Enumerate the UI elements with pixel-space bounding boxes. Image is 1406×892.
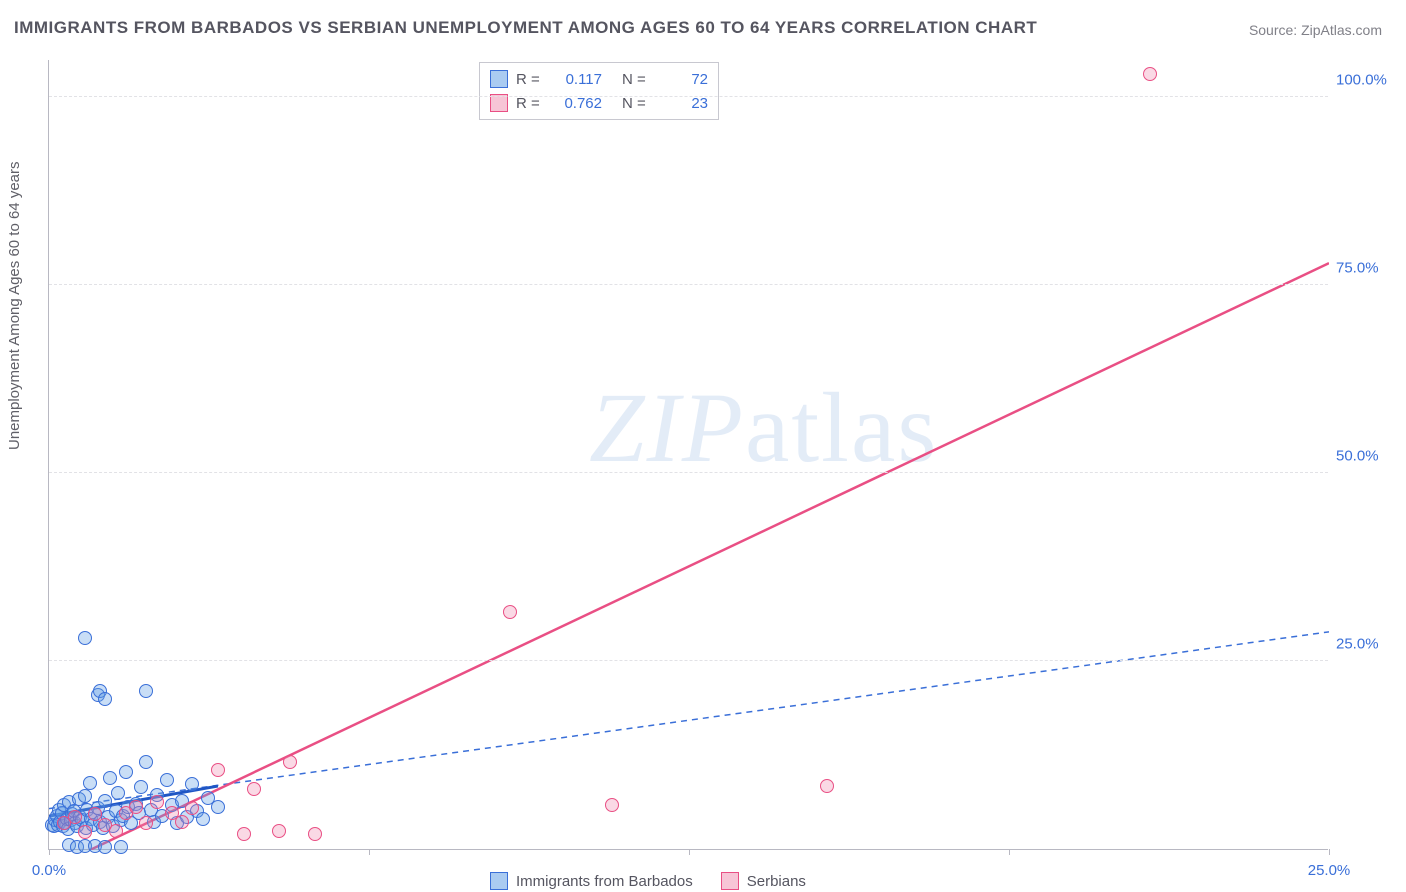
- gridline-h: [49, 96, 1328, 97]
- data-point-pink: [185, 801, 199, 815]
- gridline-h: [49, 660, 1328, 661]
- legend-item-blue: Immigrants from Barbados: [490, 872, 693, 890]
- xtick-label: 25.0%: [1308, 862, 1351, 879]
- data-point-pink: [283, 755, 297, 769]
- data-point-blue: [98, 840, 112, 854]
- legend-n-blue: 72: [660, 71, 708, 88]
- data-point-blue: [211, 800, 225, 814]
- legend-r-label: R =: [516, 71, 546, 88]
- source-attribution: Source: ZipAtlas.com: [1249, 22, 1382, 38]
- data-point-pink: [150, 795, 164, 809]
- gridline-h: [49, 472, 1328, 473]
- data-point-blue: [196, 812, 210, 826]
- chart-title: IMMIGRANTS FROM BARBADOS VS SERBIAN UNEM…: [14, 18, 1037, 38]
- data-point-blue: [78, 789, 92, 803]
- gridline-h: [49, 284, 1328, 285]
- data-point-pink: [820, 779, 834, 793]
- data-point-pink: [1143, 67, 1157, 81]
- ytick-label: 25.0%: [1336, 635, 1396, 652]
- trendline: [90, 263, 1329, 850]
- swatch-blue: [490, 70, 508, 88]
- swatch-blue: [490, 872, 508, 890]
- data-point-pink: [139, 816, 153, 830]
- data-point-blue: [185, 777, 199, 791]
- ytick-label: 50.0%: [1336, 447, 1396, 464]
- legend-n-label: N =: [622, 71, 652, 88]
- data-point-blue: [111, 786, 125, 800]
- swatch-pink: [490, 94, 508, 112]
- data-point-blue: [114, 840, 128, 854]
- data-point-pink: [605, 798, 619, 812]
- data-point-blue: [160, 773, 174, 787]
- data-point-pink: [503, 605, 517, 619]
- legend-label-blue: Immigrants from Barbados: [516, 873, 693, 890]
- correlation-legend: R = 0.117 N = 72 R = 0.762 N = 23: [479, 62, 719, 120]
- data-point-blue: [119, 765, 133, 779]
- data-point-pink: [272, 824, 286, 838]
- data-point-blue: [134, 780, 148, 794]
- data-point-pink: [68, 810, 82, 824]
- legend-r-blue: 0.117: [554, 71, 602, 88]
- trend-layer: [49, 60, 1329, 850]
- data-point-pink: [211, 763, 225, 777]
- watermark-atlas: atlas: [745, 372, 938, 483]
- data-point-pink: [78, 825, 92, 839]
- legend-item-pink: Serbians: [721, 872, 806, 890]
- ytick-label: 100.0%: [1336, 71, 1396, 88]
- legend-label-pink: Serbians: [747, 873, 806, 890]
- data-point-pink: [175, 815, 189, 829]
- legend-r-label: R =: [516, 95, 546, 112]
- y-axis-label: Unemployment Among Ages 60 to 64 years: [6, 161, 23, 450]
- legend-r-pink: 0.762: [554, 95, 602, 112]
- legend-row-blue: R = 0.117 N = 72: [490, 67, 708, 91]
- swatch-pink: [721, 872, 739, 890]
- xtick: [369, 849, 370, 855]
- watermark-zip: ZIP: [589, 372, 745, 483]
- data-point-pink: [308, 827, 322, 841]
- xtick: [689, 849, 690, 855]
- data-point-blue: [83, 776, 97, 790]
- trendline: [49, 632, 1329, 809]
- data-point-blue: [139, 684, 153, 698]
- series-legend: Immigrants from Barbados Serbians: [490, 872, 806, 890]
- data-point-pink: [129, 800, 143, 814]
- legend-n-pink: 23: [660, 95, 708, 112]
- data-point-blue: [98, 692, 112, 706]
- data-point-blue: [103, 771, 117, 785]
- xtick-label: 0.0%: [32, 862, 66, 879]
- xtick: [49, 849, 50, 855]
- xtick: [1329, 849, 1330, 855]
- data-point-pink: [237, 827, 251, 841]
- xtick: [1009, 849, 1010, 855]
- ytick-label: 75.0%: [1336, 259, 1396, 276]
- watermark: ZIPatlas: [589, 370, 938, 485]
- data-point-pink: [109, 824, 123, 838]
- plot-area: ZIPatlas R = 0.117 N = 72 R = 0.762 N = …: [48, 60, 1328, 850]
- data-point-blue: [139, 755, 153, 769]
- data-point-blue: [78, 631, 92, 645]
- legend-row-pink: R = 0.762 N = 23: [490, 91, 708, 115]
- legend-n-label: N =: [622, 95, 652, 112]
- data-point-pink: [247, 782, 261, 796]
